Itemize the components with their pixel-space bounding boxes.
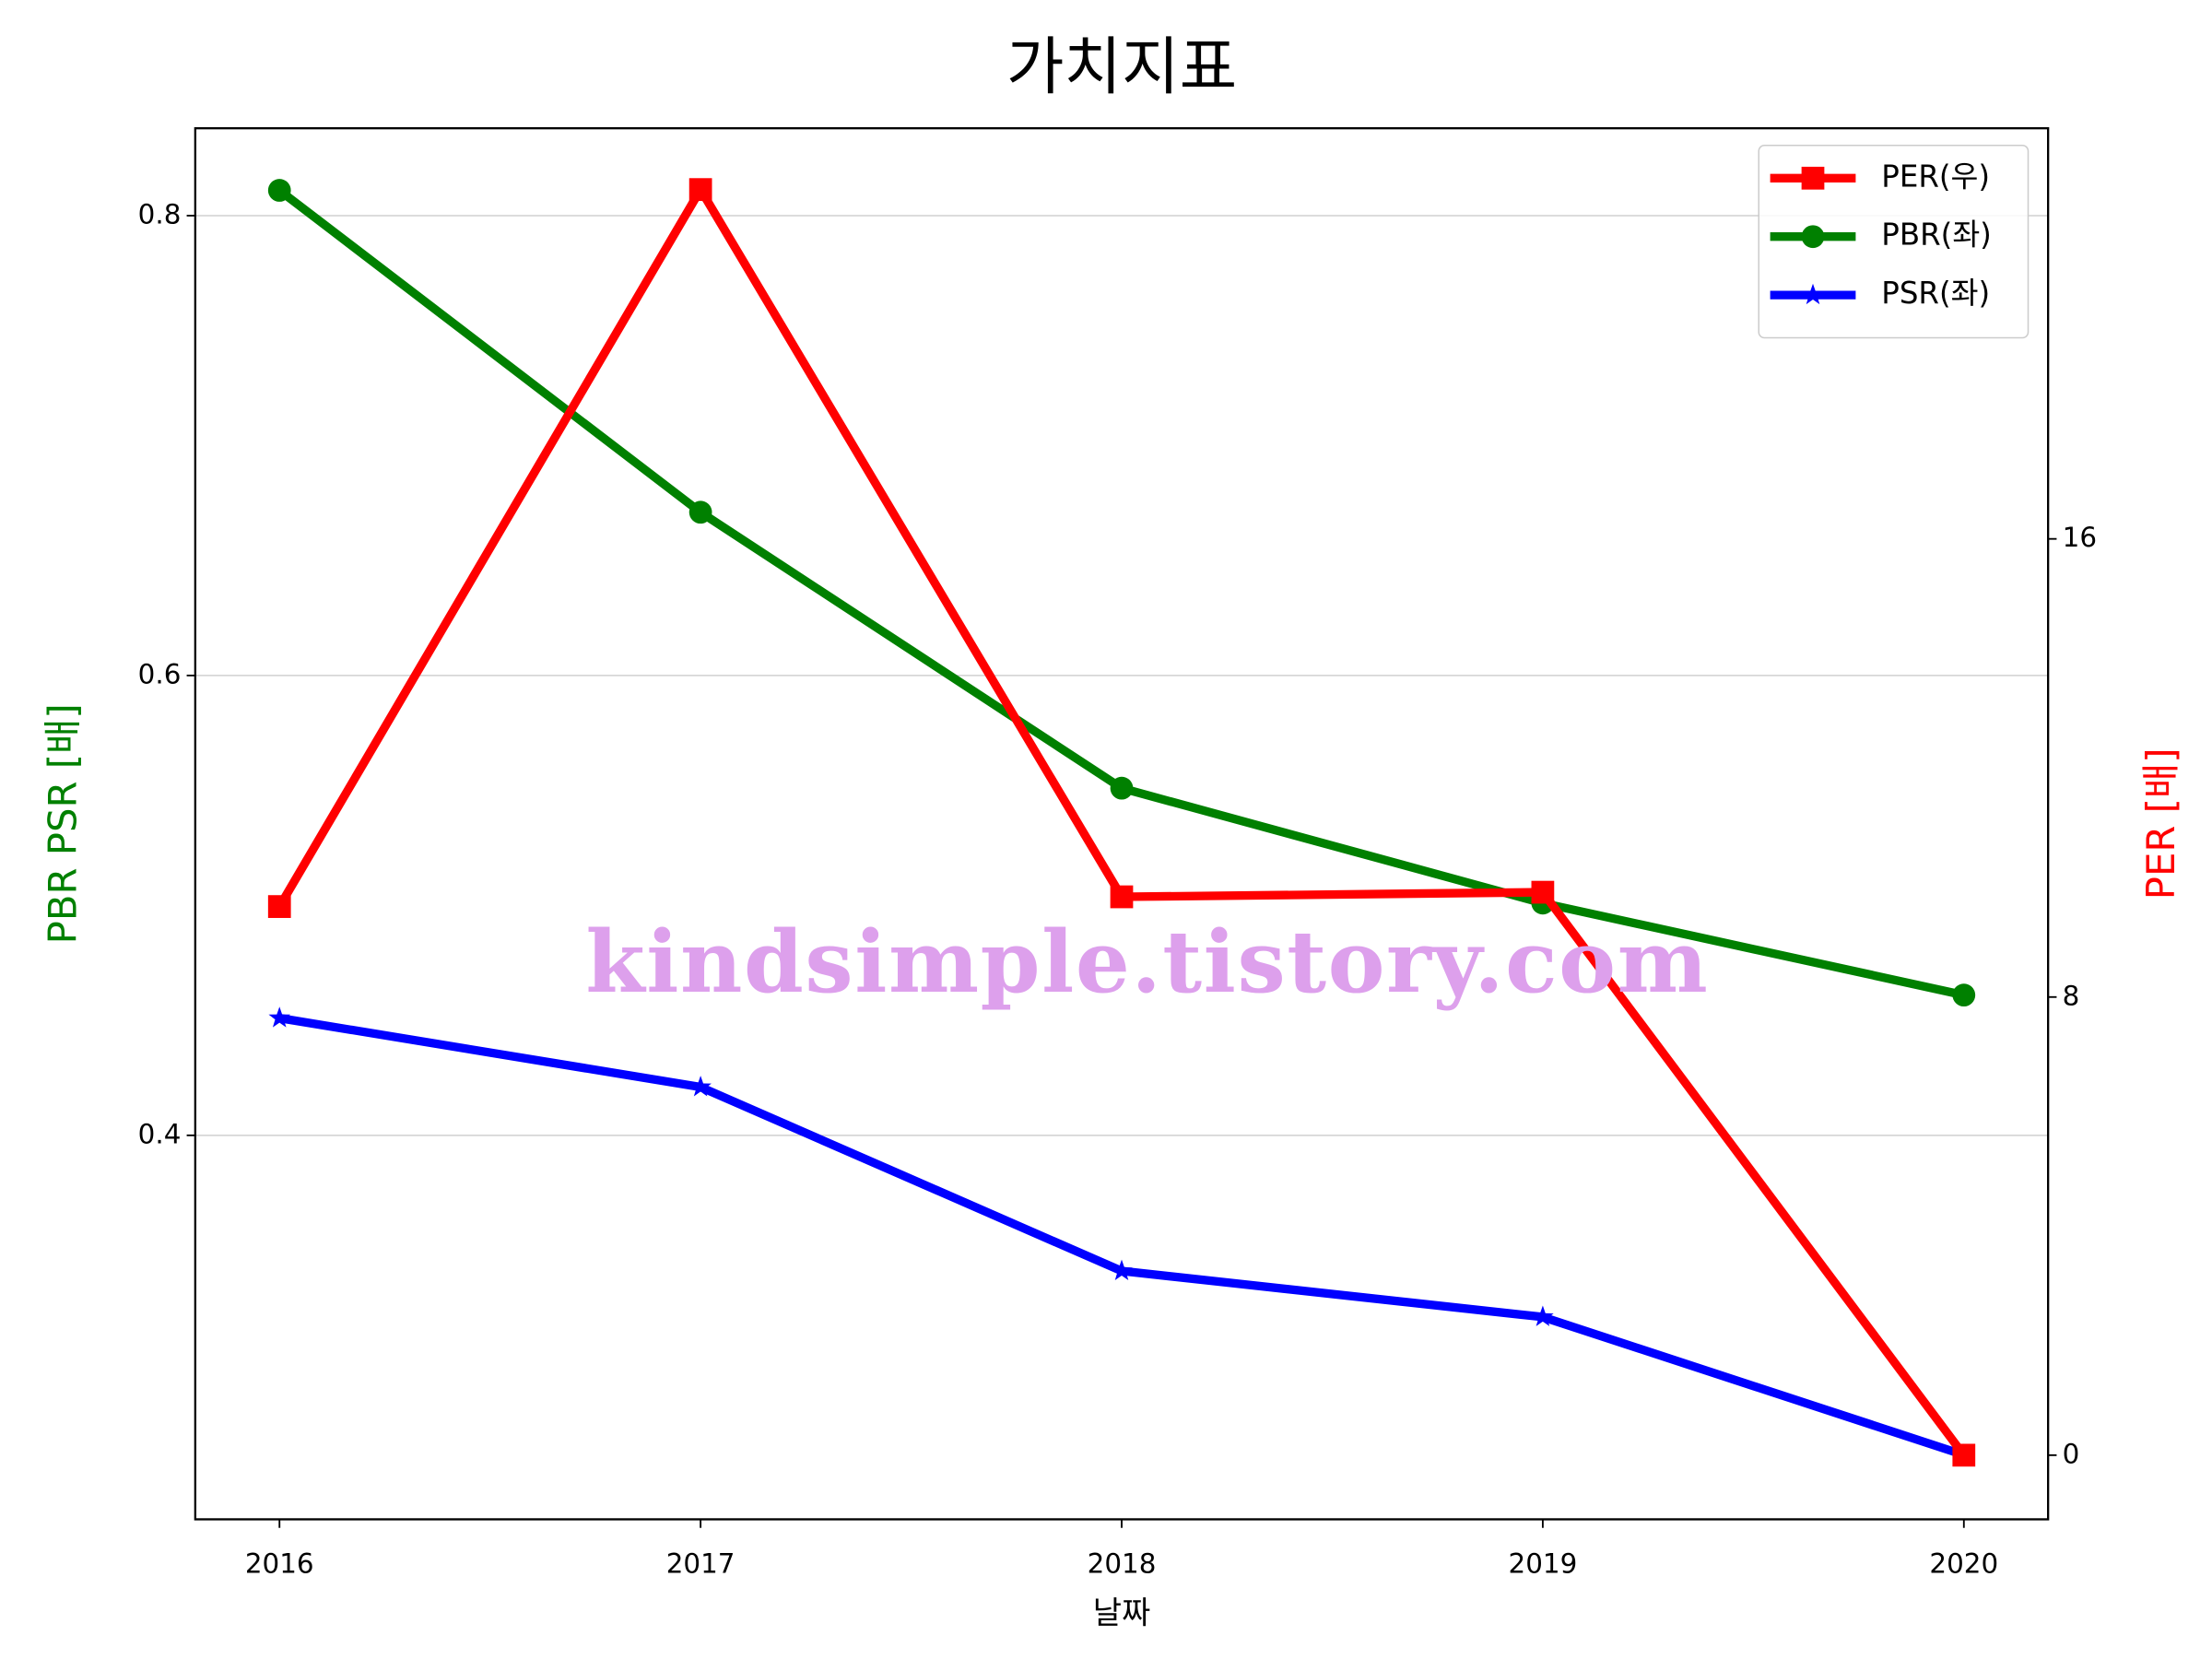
chart-title: 가치지표 [1006, 31, 1237, 104]
x-tick-label: 2019 [1509, 1547, 1578, 1579]
watermark: kindsimple.tistory.com [585, 912, 1709, 1012]
marker [688, 178, 712, 202]
legend-marker [1802, 283, 1824, 305]
x-tick-label: 2020 [1929, 1547, 1998, 1579]
marker [267, 179, 291, 202]
x-axis-label: 날짜 [1093, 1595, 1151, 1632]
legend-marker [1801, 225, 1825, 249]
marker [267, 895, 291, 918]
marker [1952, 983, 1976, 1007]
y2-tick-label: 16 [2063, 522, 2097, 553]
y-tick-label: 0.6 [138, 658, 182, 689]
x-tick-label: 2016 [245, 1547, 314, 1579]
marker [1532, 1305, 1554, 1326]
x-tick-label: 2017 [666, 1547, 735, 1579]
legend-marker [1801, 166, 1825, 190]
x-tick-label: 2018 [1088, 1547, 1157, 1579]
marker [1110, 776, 1134, 800]
marker [689, 1076, 712, 1097]
y-tick-label: 0.4 [138, 1118, 182, 1149]
y2-axis-label: PER [배] [2138, 747, 2183, 900]
axes-frame [194, 127, 2050, 1521]
marker [1110, 885, 1134, 909]
y2-tick-label: 8 [2063, 980, 2080, 1011]
y-tick-label: 0.8 [138, 198, 182, 229]
y2-tick-label: 0 [2063, 1438, 2080, 1469]
legend-label: PER(우) [1881, 159, 1990, 194]
legend-label: PBR(좌) [1881, 218, 1992, 253]
y-axis-label: PBR PSR [배] [41, 703, 86, 944]
marker [1952, 1443, 1976, 1467]
marker [688, 500, 712, 524]
marker [1531, 880, 1555, 904]
marker [268, 1006, 290, 1028]
marker [1111, 1259, 1133, 1281]
legend-label: PSR(좌) [1881, 276, 1990, 311]
legend-box [1758, 144, 2030, 339]
